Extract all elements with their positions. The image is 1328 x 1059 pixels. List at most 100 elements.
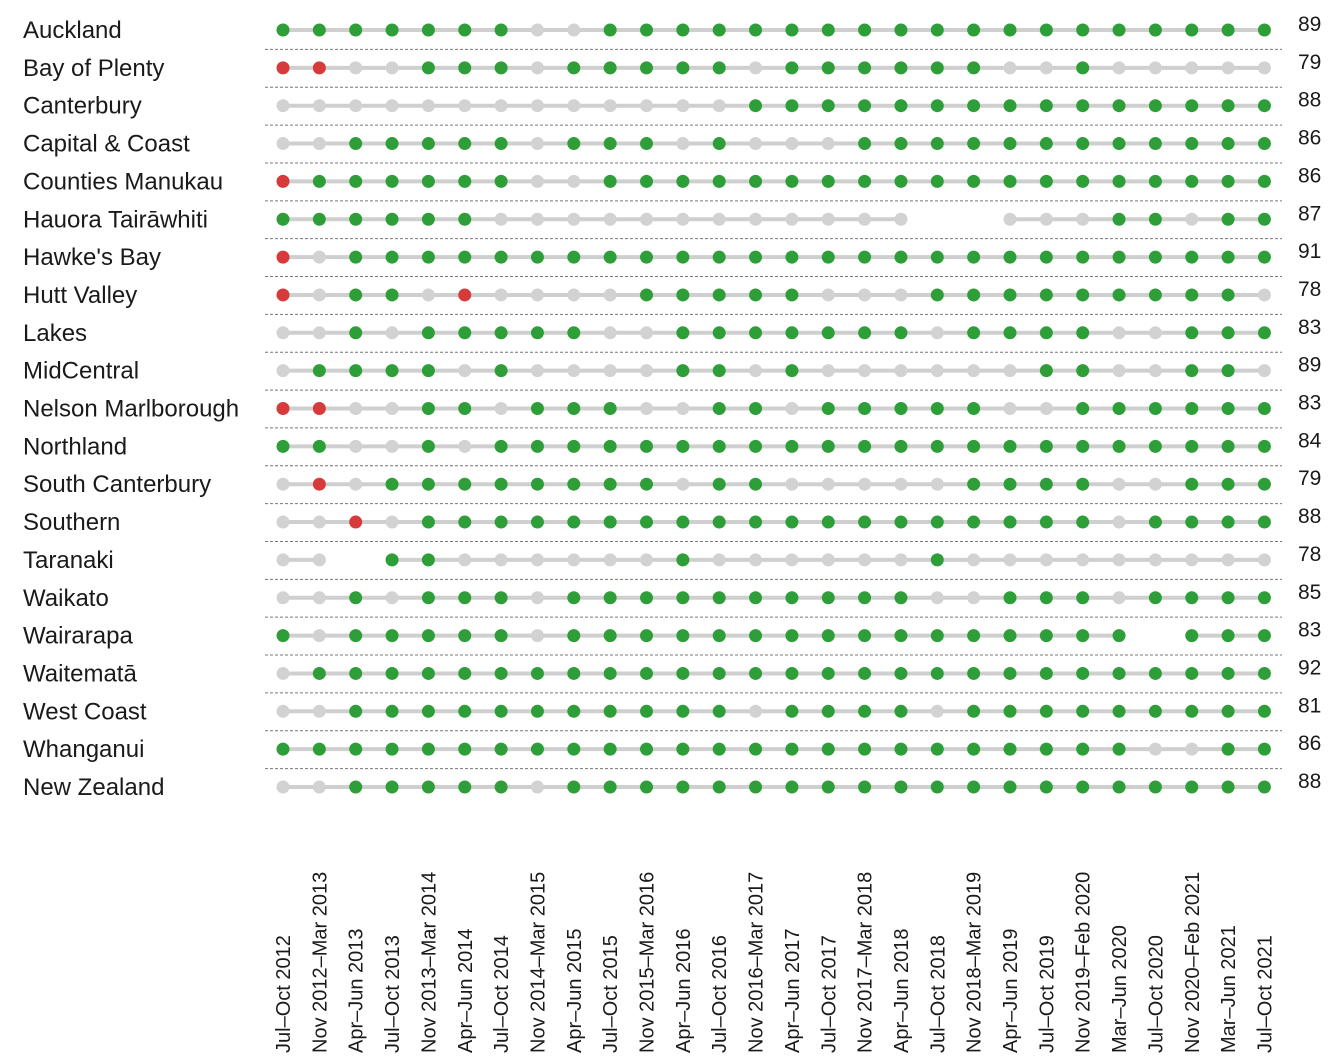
dot-green (1221, 477, 1235, 491)
x-tick-label: Jul–Oct 2021 (1254, 935, 1276, 1053)
dot-green (494, 61, 508, 75)
x-tick-label: Nov 2019–Feb 2020 (1073, 872, 1095, 1053)
dot-grey (821, 477, 835, 491)
dot-green (821, 99, 835, 113)
dot-green (1039, 250, 1053, 264)
dot-green (967, 629, 981, 643)
dot-grey (676, 137, 690, 151)
dot-green (385, 704, 399, 718)
dot-green (349, 174, 363, 188)
dot-green (676, 553, 690, 567)
dot-green (1112, 250, 1126, 264)
dot-green (1221, 629, 1235, 643)
dot-green (821, 704, 835, 718)
dot-green (494, 704, 508, 718)
latest-value: 81 (1298, 694, 1321, 717)
dot-green (640, 288, 653, 302)
dot-grey (1039, 553, 1053, 567)
dot-green (458, 515, 472, 529)
dot-grey (603, 288, 617, 302)
dot-grey (312, 704, 326, 718)
dot-grey (967, 364, 981, 378)
dot-grey (458, 99, 472, 113)
dot-grey (967, 553, 981, 567)
dot-grey (603, 364, 617, 378)
x-tick-label: Nov 2017–Mar 2018 (855, 872, 877, 1053)
dot-green (421, 591, 435, 605)
latest-value: 83 (1298, 392, 1321, 415)
dot-grey (1221, 553, 1235, 567)
dot-green (1076, 61, 1090, 75)
dot-red (312, 477, 326, 491)
dot-green (894, 99, 908, 113)
row-label: New Zealand (23, 774, 164, 801)
dot-grey (749, 704, 763, 718)
dot-green (458, 137, 472, 151)
dot-green (1112, 99, 1126, 113)
latest-value: 83 (1298, 316, 1321, 339)
latest-value: 83 (1298, 619, 1321, 642)
dot-green (494, 666, 508, 680)
dot-green (1076, 288, 1090, 302)
dot-green (1076, 174, 1090, 188)
dot-green (349, 137, 363, 151)
row-label: MidCentral (23, 358, 139, 385)
dot-green (749, 326, 763, 340)
dot-green (1076, 515, 1090, 529)
dot-grey (821, 553, 835, 567)
dot-grey (603, 212, 617, 226)
dot-green (712, 250, 726, 264)
dot-green (1003, 288, 1017, 302)
dot-green (749, 666, 763, 680)
dot-green (930, 629, 944, 643)
row-label: West Coast (23, 698, 147, 725)
dot-green (1185, 591, 1199, 605)
x-tick-label: Apr–Jun 2019 (1000, 928, 1022, 1053)
dot-green (1148, 99, 1162, 113)
dot-green (1185, 99, 1199, 113)
dot-green (676, 250, 690, 264)
dot-grey (1112, 477, 1126, 491)
dot-green (930, 61, 944, 75)
dot-green (858, 704, 872, 718)
latest-value: 86 (1298, 127, 1321, 150)
dot-green (967, 666, 981, 680)
dot-green (676, 439, 690, 453)
dot-grey (349, 477, 363, 491)
dot-green (712, 666, 726, 680)
dot-green (1039, 515, 1053, 529)
dot-green (349, 666, 363, 680)
dot-green (1257, 629, 1271, 643)
dot-green (858, 174, 872, 188)
dot-grey (276, 137, 290, 151)
dot-grey (312, 250, 326, 264)
dot-grey (530, 553, 544, 567)
dot-green (967, 326, 981, 340)
dot-grey (676, 212, 690, 226)
dot-green (567, 137, 581, 151)
dot-green (567, 704, 581, 718)
dot-grey (530, 629, 544, 643)
dot-grey (494, 402, 508, 415)
dot-green (821, 23, 835, 37)
dot-grey (312, 326, 326, 340)
dot-grey (567, 364, 581, 378)
dot-green (1112, 629, 1126, 643)
dot-green (930, 402, 944, 415)
dot-green (1221, 137, 1235, 151)
dot-green (494, 326, 508, 340)
dot-green (603, 666, 617, 680)
dot-green (1148, 402, 1162, 415)
dot-green (603, 174, 617, 188)
dot-green (712, 704, 726, 718)
dot-green (1221, 780, 1235, 794)
dot-green (1148, 23, 1162, 37)
dot-green (640, 23, 653, 37)
dot-green (712, 288, 726, 302)
latest-value: 79 (1298, 51, 1321, 74)
dot-green (1221, 250, 1235, 264)
dot-green (567, 250, 581, 264)
dots-layer (276, 23, 1271, 794)
dot-green (640, 174, 653, 188)
dot-grey (712, 212, 726, 226)
